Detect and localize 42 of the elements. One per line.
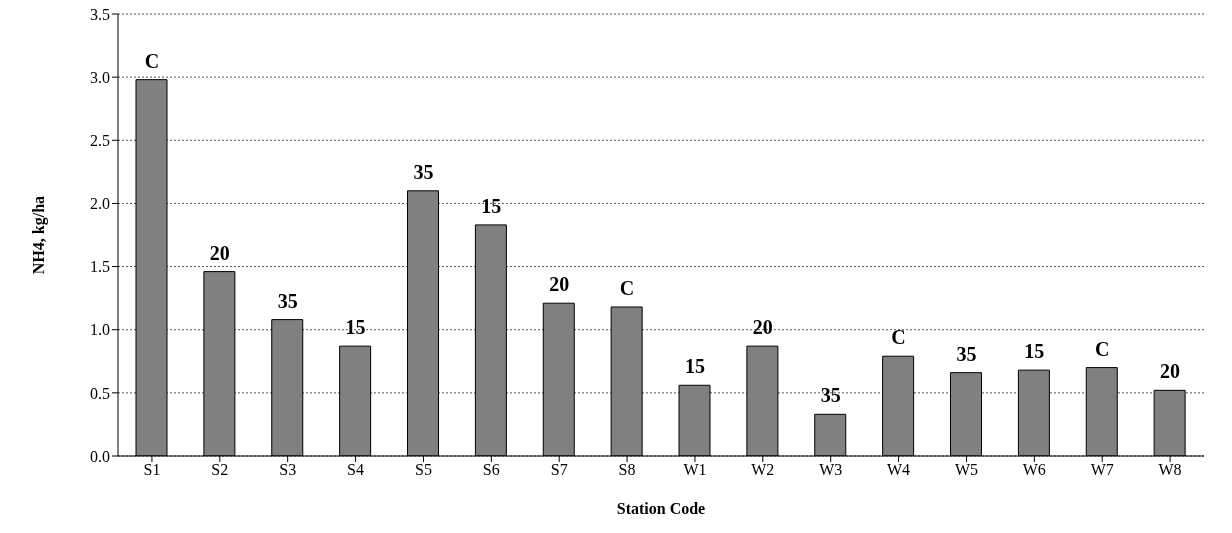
annotation: 35 — [277, 289, 298, 312]
x-axis-title: Station Code — [616, 500, 706, 517]
x-tick-label: S2 — [211, 461, 229, 479]
x-tick-label: W2 — [751, 461, 775, 479]
x-tick-label: W8 — [1158, 461, 1182, 479]
y-tick-label: 1.5 — [90, 258, 110, 276]
annotation: 15 — [481, 194, 502, 217]
y-tick-label: 2.5 — [90, 131, 110, 149]
y-tick-label: 2.0 — [90, 195, 110, 213]
x-tick-label: W5 — [954, 461, 978, 479]
x-tick-label: W1 — [683, 461, 707, 479]
annotation: C — [1094, 337, 1110, 360]
y-tick-label: 0.0 — [90, 447, 110, 465]
annotation: C — [891, 326, 906, 349]
x-tick-label: W6 — [1022, 461, 1046, 479]
annotation: 20 — [752, 316, 773, 339]
y-axis-title: NH4, kg/ha — [29, 195, 48, 275]
y-tick-label: 3.5 — [90, 5, 110, 23]
annotation: 35 — [820, 384, 841, 407]
annotation: 20 — [549, 273, 570, 296]
annotation: C — [144, 49, 160, 72]
x-tick-label: S8 — [618, 461, 636, 479]
x-tick-label: S6 — [482, 461, 500, 479]
annotation: 20 — [209, 241, 230, 264]
x-tick-label: W3 — [819, 461, 843, 479]
x-tick-label: W7 — [1090, 461, 1114, 479]
annotation: 35 — [413, 160, 434, 183]
y-tick-label: 0.5 — [90, 384, 110, 402]
annotation: C — [619, 276, 635, 299]
annotation: 15 — [684, 355, 705, 378]
y-tick-label: 3.0 — [90, 68, 110, 86]
annotation: 20 — [1160, 360, 1181, 383]
x-tick-label: S7 — [550, 461, 568, 479]
annotation: 15 — [1024, 340, 1045, 363]
x-tick-label: S5 — [414, 461, 432, 479]
x-tick-label: S4 — [347, 461, 365, 479]
x-tick-label: S1 — [143, 461, 161, 479]
annotation: 35 — [956, 342, 977, 365]
x-tick-label: S3 — [279, 461, 297, 479]
x-tick-label: W4 — [887, 461, 911, 479]
annotation: 15 — [345, 316, 366, 339]
y-tick-label: 1.0 — [90, 321, 110, 339]
